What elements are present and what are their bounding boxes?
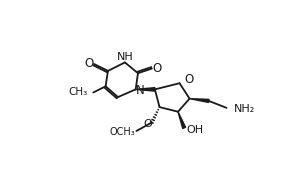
Text: NH: NH [116, 52, 133, 62]
Text: O: O [184, 73, 193, 86]
Text: O: O [153, 62, 162, 75]
Text: O: O [84, 58, 93, 70]
Text: OH: OH [187, 125, 204, 135]
Text: O: O [144, 119, 152, 129]
Text: OCH₃: OCH₃ [109, 127, 135, 137]
Text: N: N [136, 84, 145, 97]
Text: NH₂: NH₂ [233, 104, 255, 114]
Polygon shape [136, 88, 155, 91]
Polygon shape [178, 112, 186, 128]
Text: CH₃: CH₃ [68, 87, 87, 97]
Polygon shape [189, 99, 209, 102]
